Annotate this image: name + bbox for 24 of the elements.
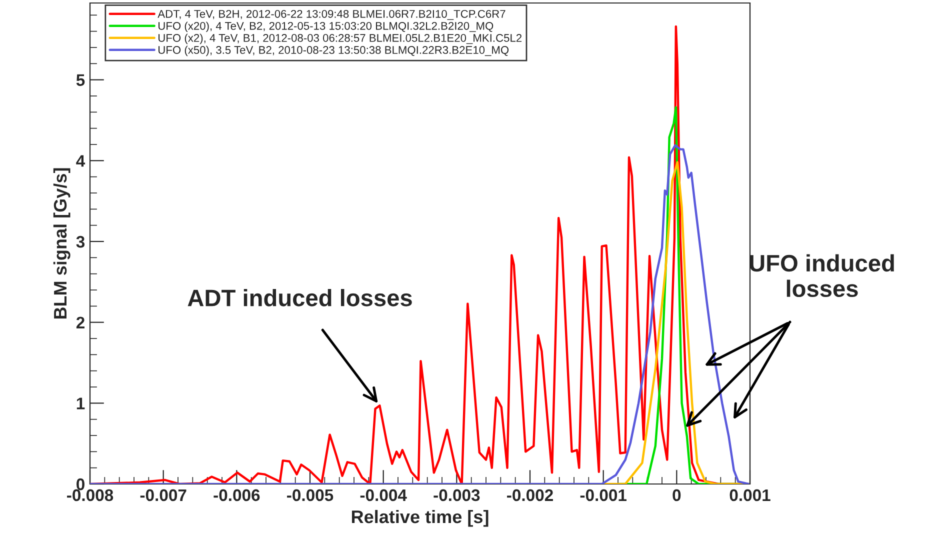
x-tick-label: -0.008 xyxy=(67,489,114,502)
annotation: ADT induced losses xyxy=(188,288,412,306)
annotation: UFO induced losses xyxy=(750,254,894,298)
legend-label: ADT, 4 TeV, B2H, 2012-06-22 13:09:48 BLMEI.06R7.B2I10_TCP.C6R7 xyxy=(158,10,506,20)
x-tick-label: -0.005 xyxy=(287,489,334,502)
y-tick-label: 1 xyxy=(76,398,85,410)
x-tick-label: 0.001 xyxy=(730,489,770,502)
x-tick-label: -0.004 xyxy=(360,489,407,502)
x-tick-label: -0.007 xyxy=(140,489,186,502)
y-axis-title: BLM signal [Gy/s] xyxy=(53,168,70,319)
x-tick-label: -0.002 xyxy=(507,489,553,502)
x-tick-label: 0 xyxy=(672,489,681,502)
y-tick-label: 0 xyxy=(76,478,84,490)
y-tick-label: 5 xyxy=(76,74,85,86)
x-tick-label: -0.003 xyxy=(434,489,480,502)
legend-label: UFO (x50), 3.5 TeV, B2, 2010-08-23 13:50:38 BLMQI.22R3.B2E10_MQ xyxy=(158,46,509,56)
x-tick-label: -0.001 xyxy=(580,489,626,502)
x-tick-label: -0.006 xyxy=(214,489,260,502)
x-axis-title: Relative time [s] xyxy=(352,510,488,527)
y-tick-label: 2 xyxy=(76,316,84,328)
y-tick-label: 3 xyxy=(76,236,85,248)
y-tick-label: 4 xyxy=(76,155,86,167)
legend-label: UFO (x2), 4 TeV, B1, 2012-08-03 06:28:57 BLMEI.05L2.B1E20_MKI.C5L2 xyxy=(158,34,522,44)
legend-label: UFO (x20), 4 TeV, B2, 2012-05-13 15:03:20 BLMQI.32L2.B2I20_MQ xyxy=(158,22,494,32)
